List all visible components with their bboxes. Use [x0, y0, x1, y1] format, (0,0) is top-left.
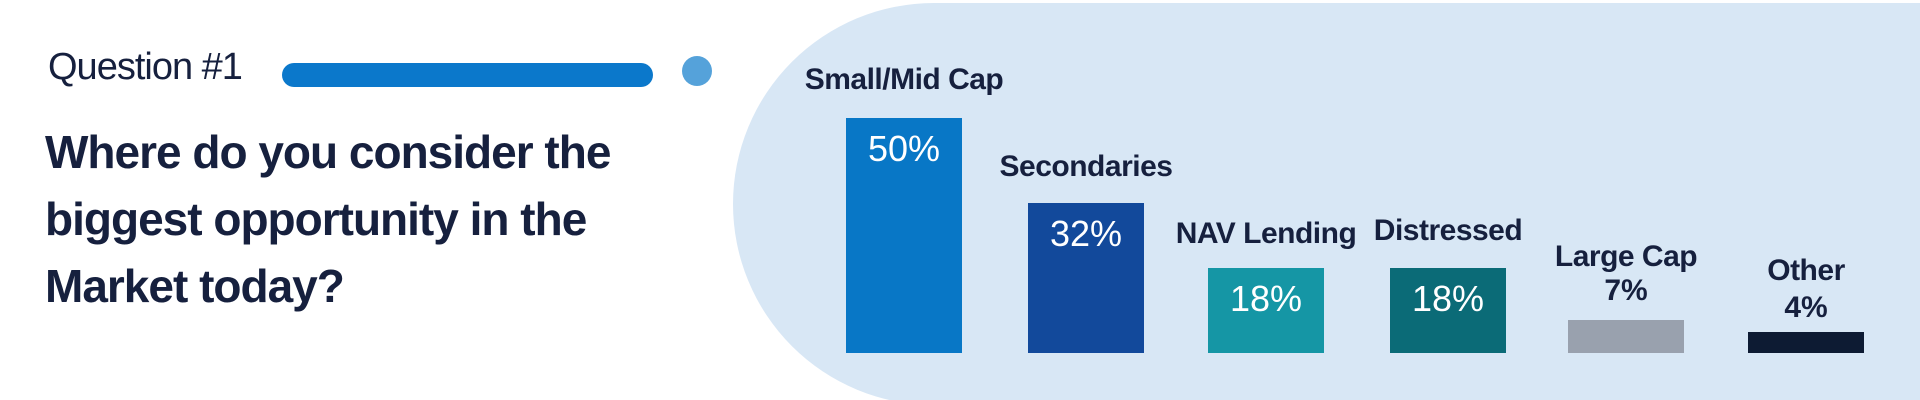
- question-number-label: Question #1: [48, 46, 243, 88]
- question-title: Where do you consider the biggest opport…: [45, 119, 611, 320]
- bar-value-label: 4%: [1784, 291, 1828, 324]
- bar: [846, 118, 962, 353]
- bar-label: Large Cap: [1554, 240, 1698, 273]
- bar-label: Other: [1767, 254, 1845, 287]
- bar-value-label: 7%: [1604, 274, 1648, 307]
- bar-value-label: 32%: [1049, 213, 1123, 254]
- bar: [1568, 320, 1684, 353]
- bar: [1208, 268, 1324, 353]
- bar-value-label: 50%: [867, 128, 941, 169]
- bar: [1390, 268, 1506, 353]
- bar: [1748, 332, 1864, 353]
- bar-label: Small/Mid Cap: [804, 63, 1004, 96]
- question-title-line-1: Where do you consider the: [45, 126, 611, 178]
- bar: [1028, 203, 1144, 353]
- question-title-line-2: biggest opportunity in the: [45, 193, 587, 245]
- bar-label: NAV Lending: [1175, 217, 1357, 250]
- bar-value-label: 18%: [1411, 278, 1485, 319]
- decorative-pill-bar: [282, 63, 653, 87]
- decorative-dot: [682, 56, 712, 86]
- question-title-line-3: Market today?: [45, 260, 345, 312]
- bar-value-label: 18%: [1229, 278, 1303, 319]
- bar-label: Distressed: [1373, 214, 1523, 247]
- bar-label: Secondaries: [999, 150, 1173, 183]
